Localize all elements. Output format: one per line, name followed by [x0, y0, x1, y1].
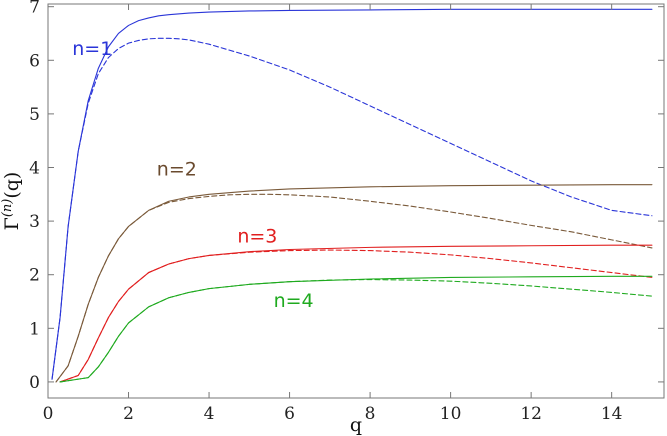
y-tick-label: 4 [29, 158, 40, 178]
x-tick-label: 2 [123, 404, 134, 424]
x-tick-label: 8 [365, 404, 376, 424]
series-n3-dashed-line [59, 249, 653, 383]
x-tick-label: 0 [43, 404, 54, 424]
annotations: n=1 n=2 n=3 n=4 [72, 38, 313, 312]
y-tick-label: 0 [29, 373, 40, 393]
y-tick-label: 2 [29, 266, 40, 286]
series-n4-dashed-line [59, 278, 653, 383]
series-n2-dashed-line [55, 193, 653, 383]
curve-label-n2: n=2 [157, 159, 197, 181]
y-tick-label: 1 [29, 319, 40, 339]
series-n4-solid-line [59, 275, 653, 383]
series-n1-dashed-line [51, 37, 653, 380]
x-axis-label: q [350, 414, 362, 436]
plot-frame [47, 3, 665, 399]
plot-lines [51, 8, 653, 383]
x-tick-label: 6 [284, 404, 295, 424]
curve-label-n3: n=3 [237, 226, 277, 248]
y-tick-label: 7 [29, 0, 40, 18]
x-tick-label: 10 [440, 404, 462, 424]
y-tick-label: 6 [29, 51, 40, 71]
curve-label-n4: n=4 [274, 290, 314, 312]
y-axis-label: Γ(n)(q) [0, 172, 23, 231]
series-n2-solid-line [55, 184, 653, 383]
series-n3-solid-line [59, 244, 653, 383]
y-tick-label: 5 [29, 105, 40, 125]
x-tick-label: 4 [204, 404, 215, 424]
y-tick-label: 3 [29, 212, 40, 232]
x-tick-label: 14 [601, 404, 623, 424]
series-n1-solid-line [51, 8, 653, 380]
curve-label-n1: n=1 [72, 38, 112, 60]
x-tick-label: 12 [520, 404, 542, 424]
